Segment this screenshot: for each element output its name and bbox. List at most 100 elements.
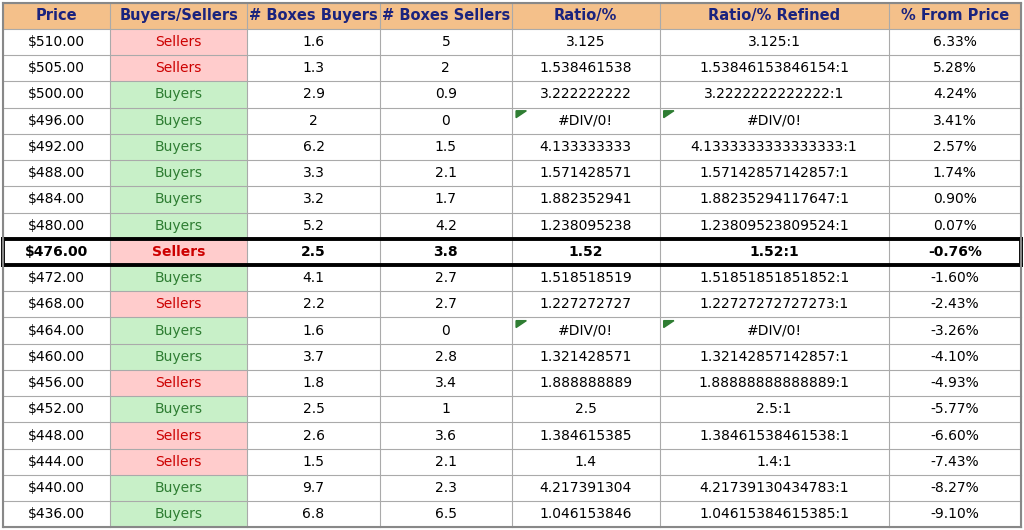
Text: $476.00: $476.00 [25, 245, 88, 259]
Text: 1.53846153846154:1: 1.53846153846154:1 [699, 61, 849, 75]
Bar [248, 213, 380, 238]
Bar [3, 422, 110, 448]
Bar [889, 108, 1021, 134]
Bar [110, 344, 248, 370]
Text: Buyers: Buyers [155, 140, 203, 154]
Text: Buyers: Buyers [155, 87, 203, 101]
Bar [889, 134, 1021, 160]
Bar [3, 370, 110, 396]
Text: 1.22727272727273:1: 1.22727272727273:1 [699, 297, 849, 311]
Text: $440.00: $440.00 [28, 481, 85, 495]
Bar [3, 213, 110, 238]
Text: Buyers: Buyers [155, 507, 203, 521]
Text: 3.2222222222222:1: 3.2222222222222:1 [703, 87, 844, 101]
Text: 9.7: 9.7 [302, 481, 325, 495]
Bar [889, 265, 1021, 292]
Bar [512, 475, 659, 501]
Text: -1.60%: -1.60% [931, 271, 979, 285]
Text: $472.00: $472.00 [28, 271, 85, 285]
Text: 1.8: 1.8 [302, 376, 325, 390]
Bar [512, 187, 659, 213]
Text: 4.1: 4.1 [302, 271, 325, 285]
Bar [3, 3, 110, 29]
Bar [380, 317, 512, 344]
Bar [380, 448, 512, 475]
Bar [3, 448, 110, 475]
Bar [110, 108, 248, 134]
Text: 1.538461538: 1.538461538 [540, 61, 632, 75]
Bar [110, 29, 248, 55]
Text: Buyers: Buyers [155, 219, 203, 233]
Text: 1.5: 1.5 [435, 140, 457, 154]
Bar [3, 134, 110, 160]
Bar [512, 265, 659, 292]
Text: #DIV/0!: #DIV/0! [558, 324, 613, 338]
Bar [248, 108, 380, 134]
Text: $460.00: $460.00 [28, 350, 85, 364]
Bar [248, 55, 380, 81]
Bar [380, 29, 512, 55]
Text: 3.8: 3.8 [433, 245, 458, 259]
Bar [659, 29, 889, 55]
Bar [110, 187, 248, 213]
Text: 4.1333333333333333:1: 4.1333333333333333:1 [691, 140, 857, 154]
Text: 2.9: 2.9 [302, 87, 325, 101]
Text: Buyers: Buyers [155, 402, 203, 416]
Bar [3, 187, 110, 213]
Text: 6.5: 6.5 [435, 507, 457, 521]
Bar [889, 475, 1021, 501]
Text: 2.5:1: 2.5:1 [757, 402, 792, 416]
Bar [659, 238, 889, 265]
Text: #DIV/0!: #DIV/0! [746, 324, 802, 338]
Bar [659, 134, 889, 160]
Text: 2.6: 2.6 [302, 429, 325, 443]
Text: 2.7: 2.7 [435, 271, 457, 285]
Bar [110, 3, 248, 29]
Text: 1.3: 1.3 [302, 61, 325, 75]
Bar [248, 370, 380, 396]
Bar [659, 108, 889, 134]
Text: 3.4: 3.4 [435, 376, 457, 390]
Bar [512, 108, 659, 134]
Text: -8.27%: -8.27% [931, 481, 979, 495]
Bar [659, 292, 889, 317]
Bar [889, 3, 1021, 29]
Bar [380, 396, 512, 422]
Text: Buyers: Buyers [155, 481, 203, 495]
Text: 1.04615384615385:1: 1.04615384615385:1 [699, 507, 849, 521]
Bar [3, 160, 110, 187]
Text: 1.6: 1.6 [302, 324, 325, 338]
Bar [380, 134, 512, 160]
Bar [248, 265, 380, 292]
Text: Sellers: Sellers [156, 297, 202, 311]
Text: 2.8: 2.8 [435, 350, 457, 364]
Polygon shape [664, 111, 674, 118]
Text: 0.9: 0.9 [435, 87, 457, 101]
Text: 1.52:1: 1.52:1 [750, 245, 799, 259]
Bar [248, 238, 380, 265]
Bar [380, 213, 512, 238]
Text: 1.888888889: 1.888888889 [540, 376, 633, 390]
Bar [110, 265, 248, 292]
Bar [380, 265, 512, 292]
Text: 1.7: 1.7 [435, 192, 457, 206]
Text: 2.2: 2.2 [302, 297, 325, 311]
Polygon shape [516, 321, 526, 328]
Bar [659, 448, 889, 475]
Text: 0: 0 [441, 324, 451, 338]
Bar [889, 448, 1021, 475]
Bar [889, 187, 1021, 213]
Bar [889, 396, 1021, 422]
Text: 3.222222222: 3.222222222 [540, 87, 632, 101]
Bar [248, 422, 380, 448]
Bar [512, 370, 659, 396]
Bar [659, 344, 889, 370]
Bar [3, 475, 110, 501]
Text: 2.5: 2.5 [574, 402, 597, 416]
Text: 1.046153846: 1.046153846 [540, 507, 632, 521]
Text: Sellers: Sellers [156, 429, 202, 443]
Text: 2: 2 [441, 61, 451, 75]
Text: -5.77%: -5.77% [931, 402, 979, 416]
Bar [659, 317, 889, 344]
Text: $456.00: $456.00 [28, 376, 85, 390]
